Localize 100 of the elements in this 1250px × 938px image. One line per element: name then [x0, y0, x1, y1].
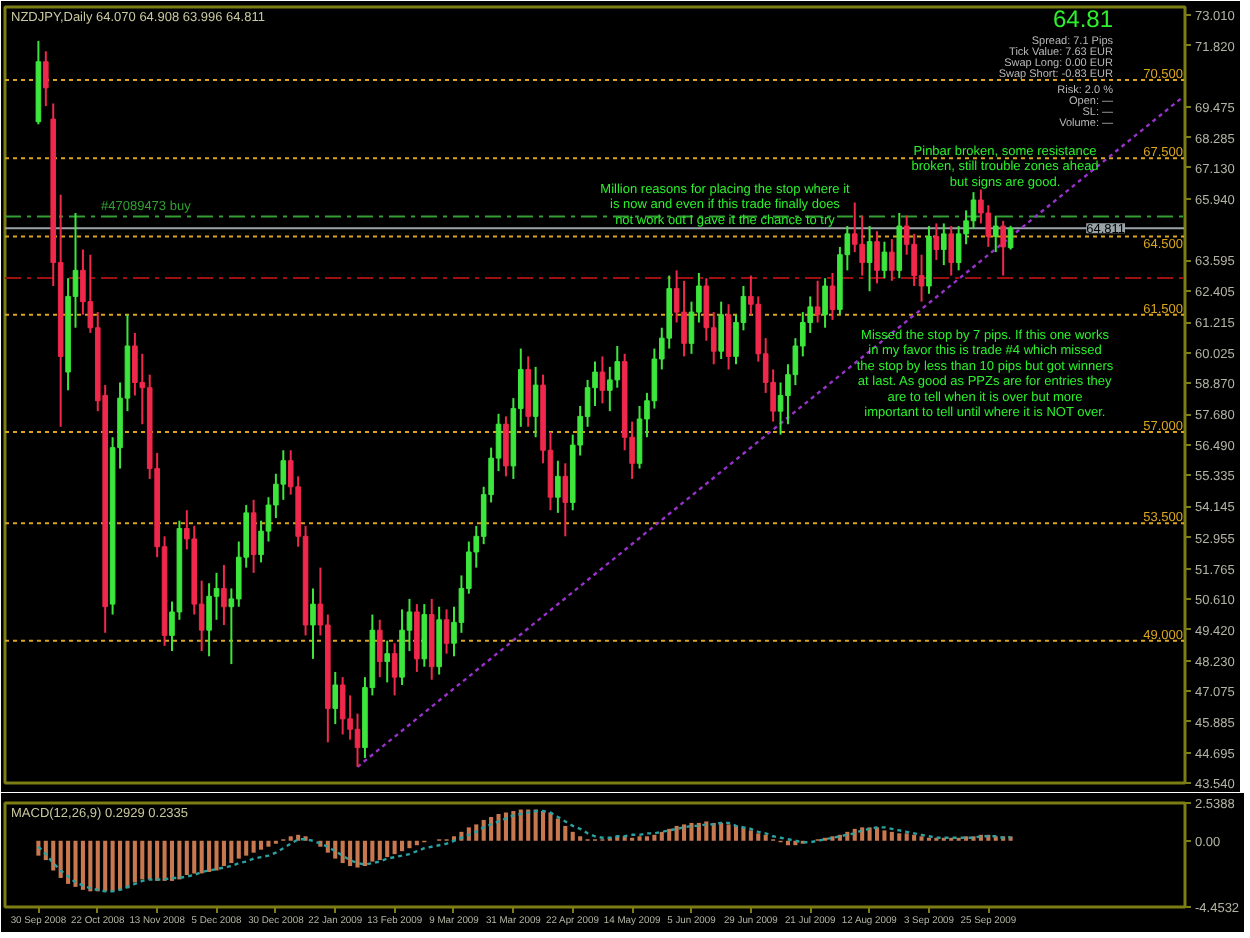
bar — [897, 833, 902, 841]
bar — [199, 840, 204, 874]
bar — [867, 827, 872, 841]
bar — [659, 831, 664, 841]
candlestick — [414, 603, 420, 673]
bar — [407, 840, 412, 849]
bar — [169, 840, 175, 881]
bar — [140, 840, 145, 880]
candlestick — [43, 50, 49, 108]
bar — [912, 834, 917, 841]
bar — [489, 816, 494, 841]
candlestick — [376, 618, 383, 679]
bar — [377, 840, 382, 861]
bar — [511, 811, 516, 841]
candlestick — [421, 603, 428, 668]
candlestick — [941, 222, 947, 267]
candlestick — [822, 277, 828, 329]
bar — [296, 834, 301, 841]
bar — [719, 822, 724, 841]
bar — [570, 831, 575, 841]
candlestick — [933, 222, 940, 261]
candlestick — [636, 404, 643, 470]
bar — [103, 840, 108, 892]
bar — [882, 830, 887, 841]
bar — [392, 840, 397, 855]
bar — [362, 840, 367, 867]
candlestick — [970, 191, 977, 230]
candlestick — [889, 238, 895, 282]
bar — [748, 830, 753, 841]
candlestick — [391, 642, 398, 697]
bar — [667, 828, 672, 841]
bar — [266, 840, 271, 847]
bar — [763, 834, 768, 841]
candlestick — [1000, 219, 1006, 277]
candlestick — [555, 459, 561, 514]
bar — [80, 840, 85, 890]
bar — [340, 840, 345, 864]
candlestick — [992, 214, 999, 254]
candlestick — [718, 300, 724, 361]
candlestick — [206, 582, 212, 658]
bar — [192, 840, 197, 874]
bar — [117, 840, 123, 890]
bar — [733, 825, 739, 841]
bar — [696, 822, 701, 841]
bar — [162, 840, 167, 881]
candlestick — [436, 605, 442, 676]
bar — [58, 840, 63, 878]
candlestick — [814, 279, 821, 324]
bar — [860, 827, 865, 841]
candlestick — [599, 355, 606, 405]
bar — [370, 840, 375, 862]
bar — [756, 833, 761, 841]
bar — [555, 818, 560, 841]
bar — [132, 840, 137, 883]
candlestick — [503, 415, 509, 478]
candlestick — [310, 587, 316, 660]
bar — [652, 834, 657, 841]
bar — [689, 822, 694, 841]
bar — [125, 840, 130, 889]
bar — [95, 840, 100, 892]
bar — [548, 812, 553, 841]
bar — [214, 840, 219, 871]
bar — [904, 833, 909, 841]
bar — [207, 840, 212, 872]
bar — [503, 812, 508, 841]
bar — [481, 819, 486, 841]
bar — [147, 840, 152, 880]
bar — [704, 821, 709, 841]
bar — [526, 809, 531, 841]
bar — [400, 840, 405, 852]
candlestick — [881, 240, 888, 280]
candlestick — [525, 355, 532, 428]
bar — [73, 840, 78, 887]
candlestick — [829, 271, 836, 321]
candlestick — [562, 462, 569, 538]
bar — [541, 811, 546, 841]
candlestick — [384, 639, 390, 684]
candlestick — [725, 303, 732, 371]
candlestick — [221, 564, 227, 626]
bar — [563, 825, 568, 841]
candlestick — [250, 498, 257, 574]
candlestick — [874, 230, 880, 285]
bar — [533, 809, 538, 841]
candlestick — [339, 676, 346, 736]
bar — [711, 822, 716, 841]
bar — [229, 840, 234, 864]
bar — [51, 840, 56, 871]
bar — [348, 840, 353, 867]
bar — [496, 813, 501, 841]
candlestick — [532, 365, 539, 439]
bar — [236, 840, 241, 859]
candlestick — [866, 225, 873, 293]
candlestick — [332, 670, 339, 726]
bar — [518, 809, 523, 841]
bar — [333, 840, 338, 859]
bar — [251, 840, 256, 853]
bar — [674, 825, 679, 841]
bar — [66, 840, 71, 884]
annotation: 64.81 — [1052, 5, 1114, 33]
bar — [355, 840, 360, 868]
